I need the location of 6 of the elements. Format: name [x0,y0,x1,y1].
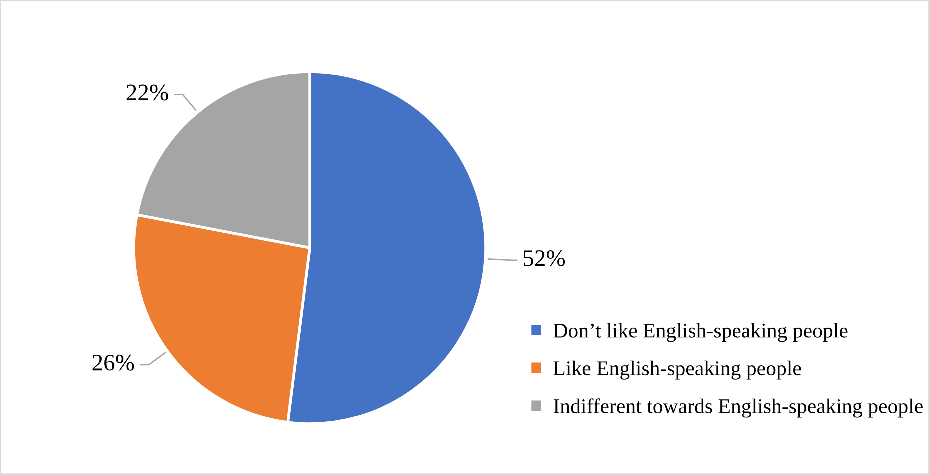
legend-label: Indifferent towards English-speaking people [554,398,923,418]
legend-label: Like English-speaking people [554,360,802,380]
legend-label: Don’t like English-speaking people [554,323,848,342]
data-label: 52% [524,250,566,266]
data-label: 22% [126,84,168,101]
data-label: 26% [92,354,134,371]
